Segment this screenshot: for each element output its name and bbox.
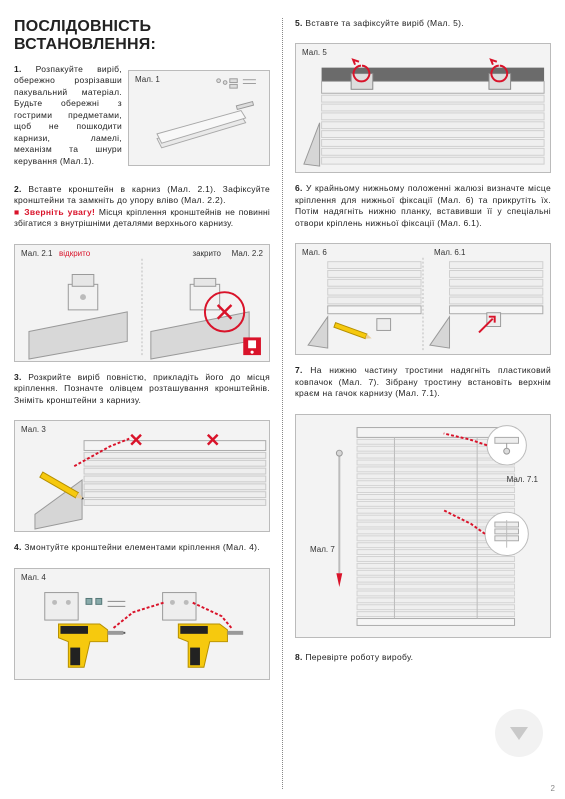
step-3-text: Розкрийте виріб повністю, прикладіть йог…: [14, 372, 270, 405]
step-8-num: 8.: [295, 652, 303, 662]
figure-22-label: Мал. 2.2: [232, 249, 263, 258]
step-5-num: 5.: [295, 18, 303, 28]
step-2-text: Вставте кронштейн в карниз (Мал. 2.1). З…: [14, 184, 270, 205]
step-6-num: 6.: [295, 183, 303, 193]
closed-label: закрито: [192, 249, 221, 258]
warning-label: Зверніть увагу!: [24, 207, 95, 217]
figure-61-label: Мал. 6.1: [434, 248, 465, 257]
step-4-text: Змонтуйте кронштейни елементами кріпленн…: [24, 542, 260, 552]
figure-4: Мал. 4: [14, 568, 270, 680]
step-5-text: Вставте та зафіксуйте виріб (Мал. 5).: [305, 18, 464, 28]
figure-6-label: Мал. 6: [302, 248, 327, 257]
step-7-text: На нижню частину тростини надягніть плас…: [295, 365, 551, 398]
figure-6: Мал. 6 Мал. 6.1: [295, 243, 551, 355]
step-4: 4. Змонтуйте кронштейни елементами кріпл…: [14, 542, 270, 553]
figure-2: Мал. 2.1 відкрито закрито Мал. 2.2: [14, 244, 270, 362]
step-1-num: 1.: [14, 64, 22, 74]
figure-5-label: Мал. 5: [302, 48, 327, 57]
step-5: 5. Вставте та зафіксуйте виріб (Мал. 5).: [295, 18, 551, 29]
scroll-down-badge: [495, 709, 543, 757]
step-3-num: 3.: [14, 372, 22, 382]
step-8-text: Перевірте роботу виробу.: [305, 652, 413, 662]
figure-1-label: Мал. 1: [135, 75, 160, 84]
open-label: відкрито: [59, 249, 90, 258]
step-2: 2. Вставте кронштейн в карниз (Мал. 2.1)…: [14, 184, 270, 230]
figure-7: Мал. 7 Мал. 7.1: [295, 414, 551, 638]
page-title: ПОСЛІДОВНІСТЬ ВСТАНОВЛЕННЯ:: [14, 18, 270, 54]
figure-3: Мал. 3: [14, 420, 270, 532]
step-7-num: 7.: [295, 365, 303, 375]
step-2-num: 2.: [14, 184, 22, 194]
figure-21-label: Мал. 2.1: [21, 249, 52, 258]
step-1-text: Розпакуйте виріб, обережно розрізавши па…: [14, 64, 122, 166]
step-3: 3. Розкрийте виріб повністю, прикладіть …: [14, 372, 270, 406]
figure-7-label: Мал. 7: [310, 545, 335, 554]
figure-71-label: Мал. 7.1: [507, 475, 538, 484]
step-6: 6. У крайньому нижньому положенні жалюзі…: [295, 183, 551, 229]
page-number: 2: [551, 784, 555, 793]
step-4-num: 4.: [14, 542, 22, 552]
step-8: 8. Перевірте роботу виробу.: [295, 652, 551, 663]
step-1: 1. Розпакуйте виріб, обережно розрізавши…: [14, 64, 270, 176]
figure-1: Мал. 1: [128, 70, 270, 166]
step-7: 7. На нижню частину тростини надягніть п…: [295, 365, 551, 399]
figure-3-label: Мал. 3: [21, 425, 46, 434]
figure-5: Мал. 5: [295, 43, 551, 173]
figure-4-label: Мал. 4: [21, 573, 46, 582]
column-divider: [282, 18, 283, 789]
step-6-text: У крайньому нижньому положенні жалюзі ви…: [295, 183, 551, 227]
warning-icon: ■: [14, 207, 24, 217]
